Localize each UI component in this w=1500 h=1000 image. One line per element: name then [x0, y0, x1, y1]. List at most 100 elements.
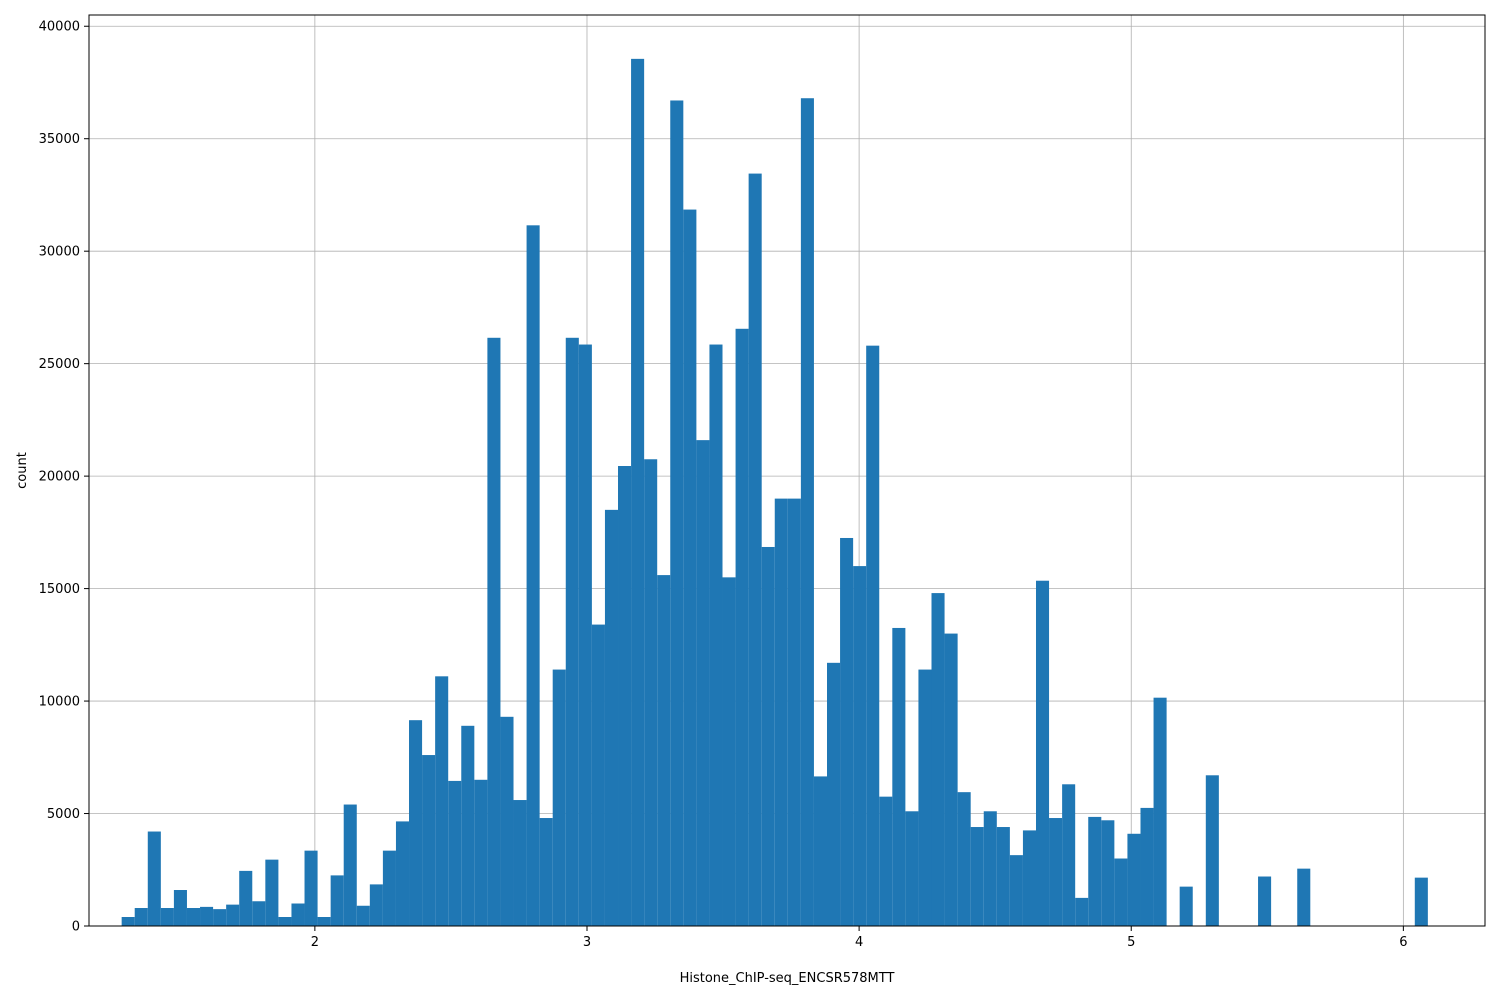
- histogram-bar: [827, 662, 841, 926]
- histogram-bar: [239, 870, 253, 926]
- y-tick-label: 5000: [47, 807, 80, 822]
- x-axis-label: Histone_ChIP-seq_ENCSR578MTT: [680, 971, 895, 986]
- histogram-bar: [918, 669, 932, 926]
- histogram-bar: [944, 633, 958, 926]
- histogram-bar: [134, 908, 148, 926]
- y-tick-label: 0: [72, 920, 80, 935]
- histogram-bar: [1205, 775, 1219, 926]
- histogram-bar: [957, 792, 971, 926]
- histogram-bar: [1088, 816, 1102, 926]
- histogram-bar: [1035, 580, 1050, 926]
- y-tick-label: 15000: [39, 582, 80, 597]
- histogram-bar: [226, 904, 240, 926]
- histogram-bar: [513, 800, 527, 926]
- histogram-bar: [853, 566, 867, 926]
- y-tick-label: 25000: [39, 357, 80, 372]
- histogram-bar: [147, 831, 161, 926]
- histogram-bar: [382, 850, 396, 926]
- histogram-bar: [330, 875, 344, 926]
- histogram-bar: [409, 720, 423, 926]
- histogram-bar: [539, 818, 553, 926]
- histogram-bar: [1049, 818, 1063, 926]
- histogram-bar: [1009, 855, 1023, 926]
- histogram-bar: [905, 811, 919, 926]
- histogram-bar: [591, 624, 605, 926]
- histogram-bar: [931, 593, 945, 926]
- x-tick-label: 2: [311, 935, 319, 950]
- y-axis-label: count: [15, 452, 30, 489]
- histogram-bar: [1414, 877, 1428, 926]
- histogram-bar: [278, 917, 292, 926]
- histogram-bar: [487, 337, 501, 927]
- histogram-bar: [813, 776, 828, 926]
- histogram-bar: [1062, 784, 1076, 926]
- histogram-bar: [879, 796, 893, 926]
- histogram-bar: [618, 466, 632, 926]
- histogram-bar: [709, 344, 723, 927]
- x-tick-label: 5: [1127, 935, 1135, 950]
- histogram-bar: [696, 440, 710, 926]
- histogram-bar: [565, 337, 579, 927]
- histogram-bar: [670, 100, 684, 926]
- histogram-bar: [500, 716, 514, 926]
- histogram-bar: [1114, 858, 1128, 926]
- histogram-bar: [840, 537, 854, 926]
- x-tick-label: 3: [583, 935, 591, 950]
- histogram-bar: [774, 498, 788, 926]
- histogram-bar: [604, 509, 619, 926]
- histogram-bar: [892, 627, 906, 926]
- y-axis-ticks: 0 5000 10000 15000 20000 25000 30000 35000 40000: [39, 20, 89, 935]
- histogram-bar: [213, 909, 227, 926]
- histogram-bar: [395, 821, 410, 926]
- histogram-bar: [1127, 833, 1141, 926]
- histogram-bar: [461, 725, 475, 926]
- histogram-bar: [343, 804, 357, 926]
- histogram-bar: [1140, 807, 1154, 926]
- x-tick-label: 6: [1399, 935, 1407, 950]
- histogram-bar: [800, 98, 814, 926]
- x-tick-label: 4: [855, 935, 863, 950]
- histogram-bar: [983, 811, 997, 926]
- histogram-bar: [722, 577, 736, 926]
- histogram-bar: [435, 676, 449, 926]
- histogram-bars: [121, 58, 1428, 927]
- histogram-bar: [1022, 830, 1036, 926]
- histogram-bar: [683, 209, 697, 927]
- histogram-bar: [578, 344, 592, 927]
- histogram-bar: [474, 779, 488, 926]
- histogram-bar: [970, 827, 984, 926]
- histogram-bar: [121, 917, 135, 926]
- histogram-bar: [526, 225, 540, 927]
- histogram-bar: [186, 908, 201, 926]
- histogram-bar: [552, 669, 566, 926]
- histogram-bar: [631, 58, 645, 926]
- y-tick-label: 30000: [39, 245, 80, 260]
- x-axis-ticks: 2 3 4 5 6: [311, 926, 1408, 950]
- y-tick-label: 35000: [39, 132, 80, 147]
- histogram-bar: [866, 345, 880, 926]
- histogram-bar: [996, 827, 1010, 926]
- histogram-bar: [1258, 876, 1272, 926]
- histogram-bar: [265, 859, 279, 926]
- histogram-bar: [1075, 897, 1089, 926]
- histogram-bar: [173, 890, 187, 926]
- y-tick-label: 10000: [39, 695, 80, 710]
- histogram-bar: [252, 901, 266, 926]
- histogram-bar: [422, 755, 436, 926]
- histogram-bar: [1297, 868, 1311, 926]
- histogram-bar: [160, 908, 174, 926]
- histogram-bar: [369, 884, 383, 926]
- histogram-bar: [356, 905, 370, 926]
- histogram-bar: [761, 546, 775, 926]
- histogram-bar: [200, 906, 214, 926]
- histogram-bar: [657, 575, 671, 926]
- histogram-bar: [735, 328, 749, 926]
- histogram-bar: [1179, 886, 1193, 926]
- histogram-bar: [787, 498, 801, 926]
- plot-frame: [88, 14, 1486, 927]
- histogram-bar: [304, 850, 318, 926]
- histogram-bar: [317, 917, 331, 926]
- histogram-bar: [1101, 820, 1115, 926]
- histogram-bar: [644, 459, 658, 926]
